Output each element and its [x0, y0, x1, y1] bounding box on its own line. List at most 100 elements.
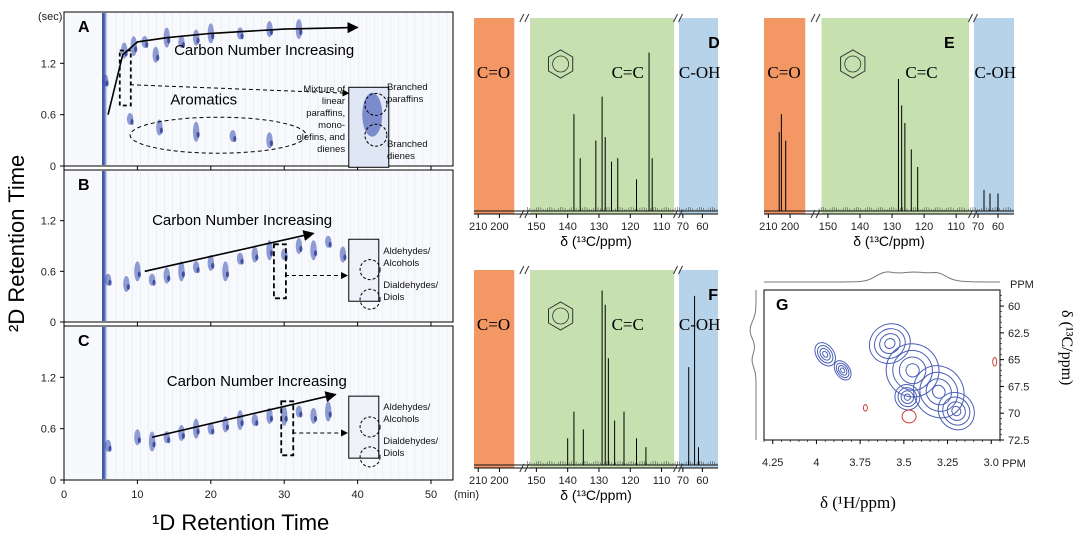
nmr-x-tick-label: 210 — [759, 221, 777, 233]
gc-peak-core — [181, 41, 186, 48]
gc-peak-core — [156, 54, 160, 61]
nmr-x-tick-label: 210 — [469, 221, 487, 233]
axis-break — [673, 265, 683, 275]
benzene-ring-icon — [844, 55, 862, 73]
gc-note: Diols — [383, 448, 404, 459]
gc-trend-arrow — [107, 22, 359, 115]
nmr-x-tick-label: 140 — [558, 221, 576, 233]
gc-inset — [348, 238, 380, 302]
benzene-ring-icon — [552, 55, 570, 73]
hsqc-x-label: δ (¹H/ppm) — [820, 493, 896, 512]
nmr-region-label: C=C — [612, 315, 644, 334]
gc-note-right: Branched — [387, 82, 428, 93]
benzene-icon — [548, 301, 574, 331]
hsqc-x-tick-label: 3.0 — [984, 457, 999, 469]
gc-note-right: Branched — [387, 139, 428, 150]
gc-solvent-band — [102, 13, 108, 165]
gc-peak-core — [255, 254, 259, 261]
gc-peak-core — [137, 271, 141, 278]
gc-peak-core — [167, 275, 171, 282]
nmr-panel-letter: D — [708, 35, 720, 52]
nmr-panel-letter: E — [944, 35, 955, 52]
hsqc-contour-blue — [913, 365, 965, 419]
hsqc-x-tick-label: 3.25 — [937, 457, 958, 469]
gc-peak — [222, 261, 229, 282]
hsqc-x-tick-label: 4 — [813, 457, 819, 469]
hsqc-y-label: δ (¹³C/ppm) — [1058, 310, 1075, 385]
nmr-x-tick-label: 130 — [590, 475, 608, 487]
nmr-x-tick-label: 60 — [696, 475, 708, 487]
axis-break — [810, 13, 821, 23]
gc-trend-arrow — [144, 230, 315, 273]
axis-break — [519, 13, 530, 23]
gc-peak — [192, 121, 200, 142]
hsqc-contour-blue — [837, 365, 848, 376]
gc-peak-core — [196, 131, 200, 138]
gc-peak-core — [126, 284, 130, 290]
axis-break — [519, 209, 530, 219]
nmr-x-tick-label: 70 — [677, 221, 689, 233]
hsqc-contour-red — [862, 404, 868, 412]
gc-x-tick-label: 30 — [278, 489, 290, 501]
gc-peak-core — [313, 415, 318, 422]
gc-x-unit: (min) — [454, 489, 479, 501]
nmr-region-label: C=O — [477, 315, 510, 334]
benzene-icon — [548, 49, 574, 79]
gc-x-label: ¹D Retention Time — [152, 510, 329, 535]
gc-dashed-box — [118, 49, 132, 107]
nmr-noise — [527, 461, 718, 465]
gc-peak-core — [299, 411, 303, 418]
hsqc-13c-projection — [749, 290, 757, 440]
gc-peak-core — [211, 33, 215, 40]
nmr-x-tick-label: 120 — [915, 221, 933, 233]
nmr-x-tick-label: 130 — [590, 221, 608, 233]
gc-x-tick-label: 50 — [425, 489, 437, 501]
gc-note-left: mono- — [318, 120, 345, 131]
gc-panel-B: 0 0.6 1.2 B Carbon Number Increasing Aldehyde… — [41, 169, 454, 329]
nmr-region-carbonyl — [474, 270, 515, 468]
gc-note-left: olefins, and — [297, 132, 346, 143]
nmr-x-tick-label: 60 — [992, 221, 1004, 233]
gc-peak-core — [105, 80, 109, 87]
hsqc-contour-blue — [942, 396, 971, 426]
gc-peak — [236, 410, 244, 431]
nmr-region-carbonyl — [474, 18, 515, 214]
gc-trend-label: Carbon Number Increasing — [167, 373, 347, 390]
gc-note: Dialdehydes/ — [383, 280, 438, 291]
gc-note-left: linear — [322, 96, 345, 107]
gc-peak-core — [167, 37, 171, 44]
gc-peak-core — [284, 415, 288, 422]
gc-panel-letter: B — [78, 177, 90, 194]
hsqc-contour-blue — [884, 338, 896, 350]
gc-peak-core — [233, 136, 237, 143]
nmr-region-alcohol — [974, 18, 1014, 214]
gc-panel-letter: A — [78, 19, 90, 36]
hsqc-contour-blue — [814, 342, 836, 367]
gc-x-tick-label: 10 — [131, 489, 143, 501]
nmr-x-label: δ (¹³C/ppm) — [560, 233, 632, 249]
axis-break — [673, 13, 683, 23]
nmr-x-tick-label: 110 — [653, 475, 671, 487]
hsqc-contour-blue — [874, 328, 906, 359]
gc-region-label: Aromatics — [170, 91, 237, 108]
gc-y-tick-label: 1.2 — [41, 58, 56, 70]
hsqc-contour-blue — [903, 393, 911, 401]
gc-peak-core — [240, 420, 244, 427]
axis-break — [673, 463, 683, 473]
axis-break — [968, 209, 978, 219]
hsqc-contour-blue — [897, 387, 918, 408]
gc-note: Alcohols — [383, 258, 419, 269]
gc-y-unit: (sec) — [38, 11, 62, 23]
gc-peak-core — [269, 250, 274, 257]
hsqc-y-tick-label: 65 — [1008, 355, 1020, 367]
nmr-panel-letter: F — [708, 287, 718, 304]
gc-peak-core — [211, 428, 215, 435]
hsqc-contour-blue — [894, 383, 921, 411]
gc-inset-circle — [359, 416, 381, 438]
gc-y-label: ²D Retention Time — [4, 155, 29, 332]
nmr-region-label: C=O — [477, 63, 510, 82]
gc-trend-arrow — [151, 391, 337, 439]
gc-peak-core — [255, 420, 259, 427]
gc-dashed-box — [280, 400, 295, 457]
gc-inset-circle — [359, 259, 381, 281]
